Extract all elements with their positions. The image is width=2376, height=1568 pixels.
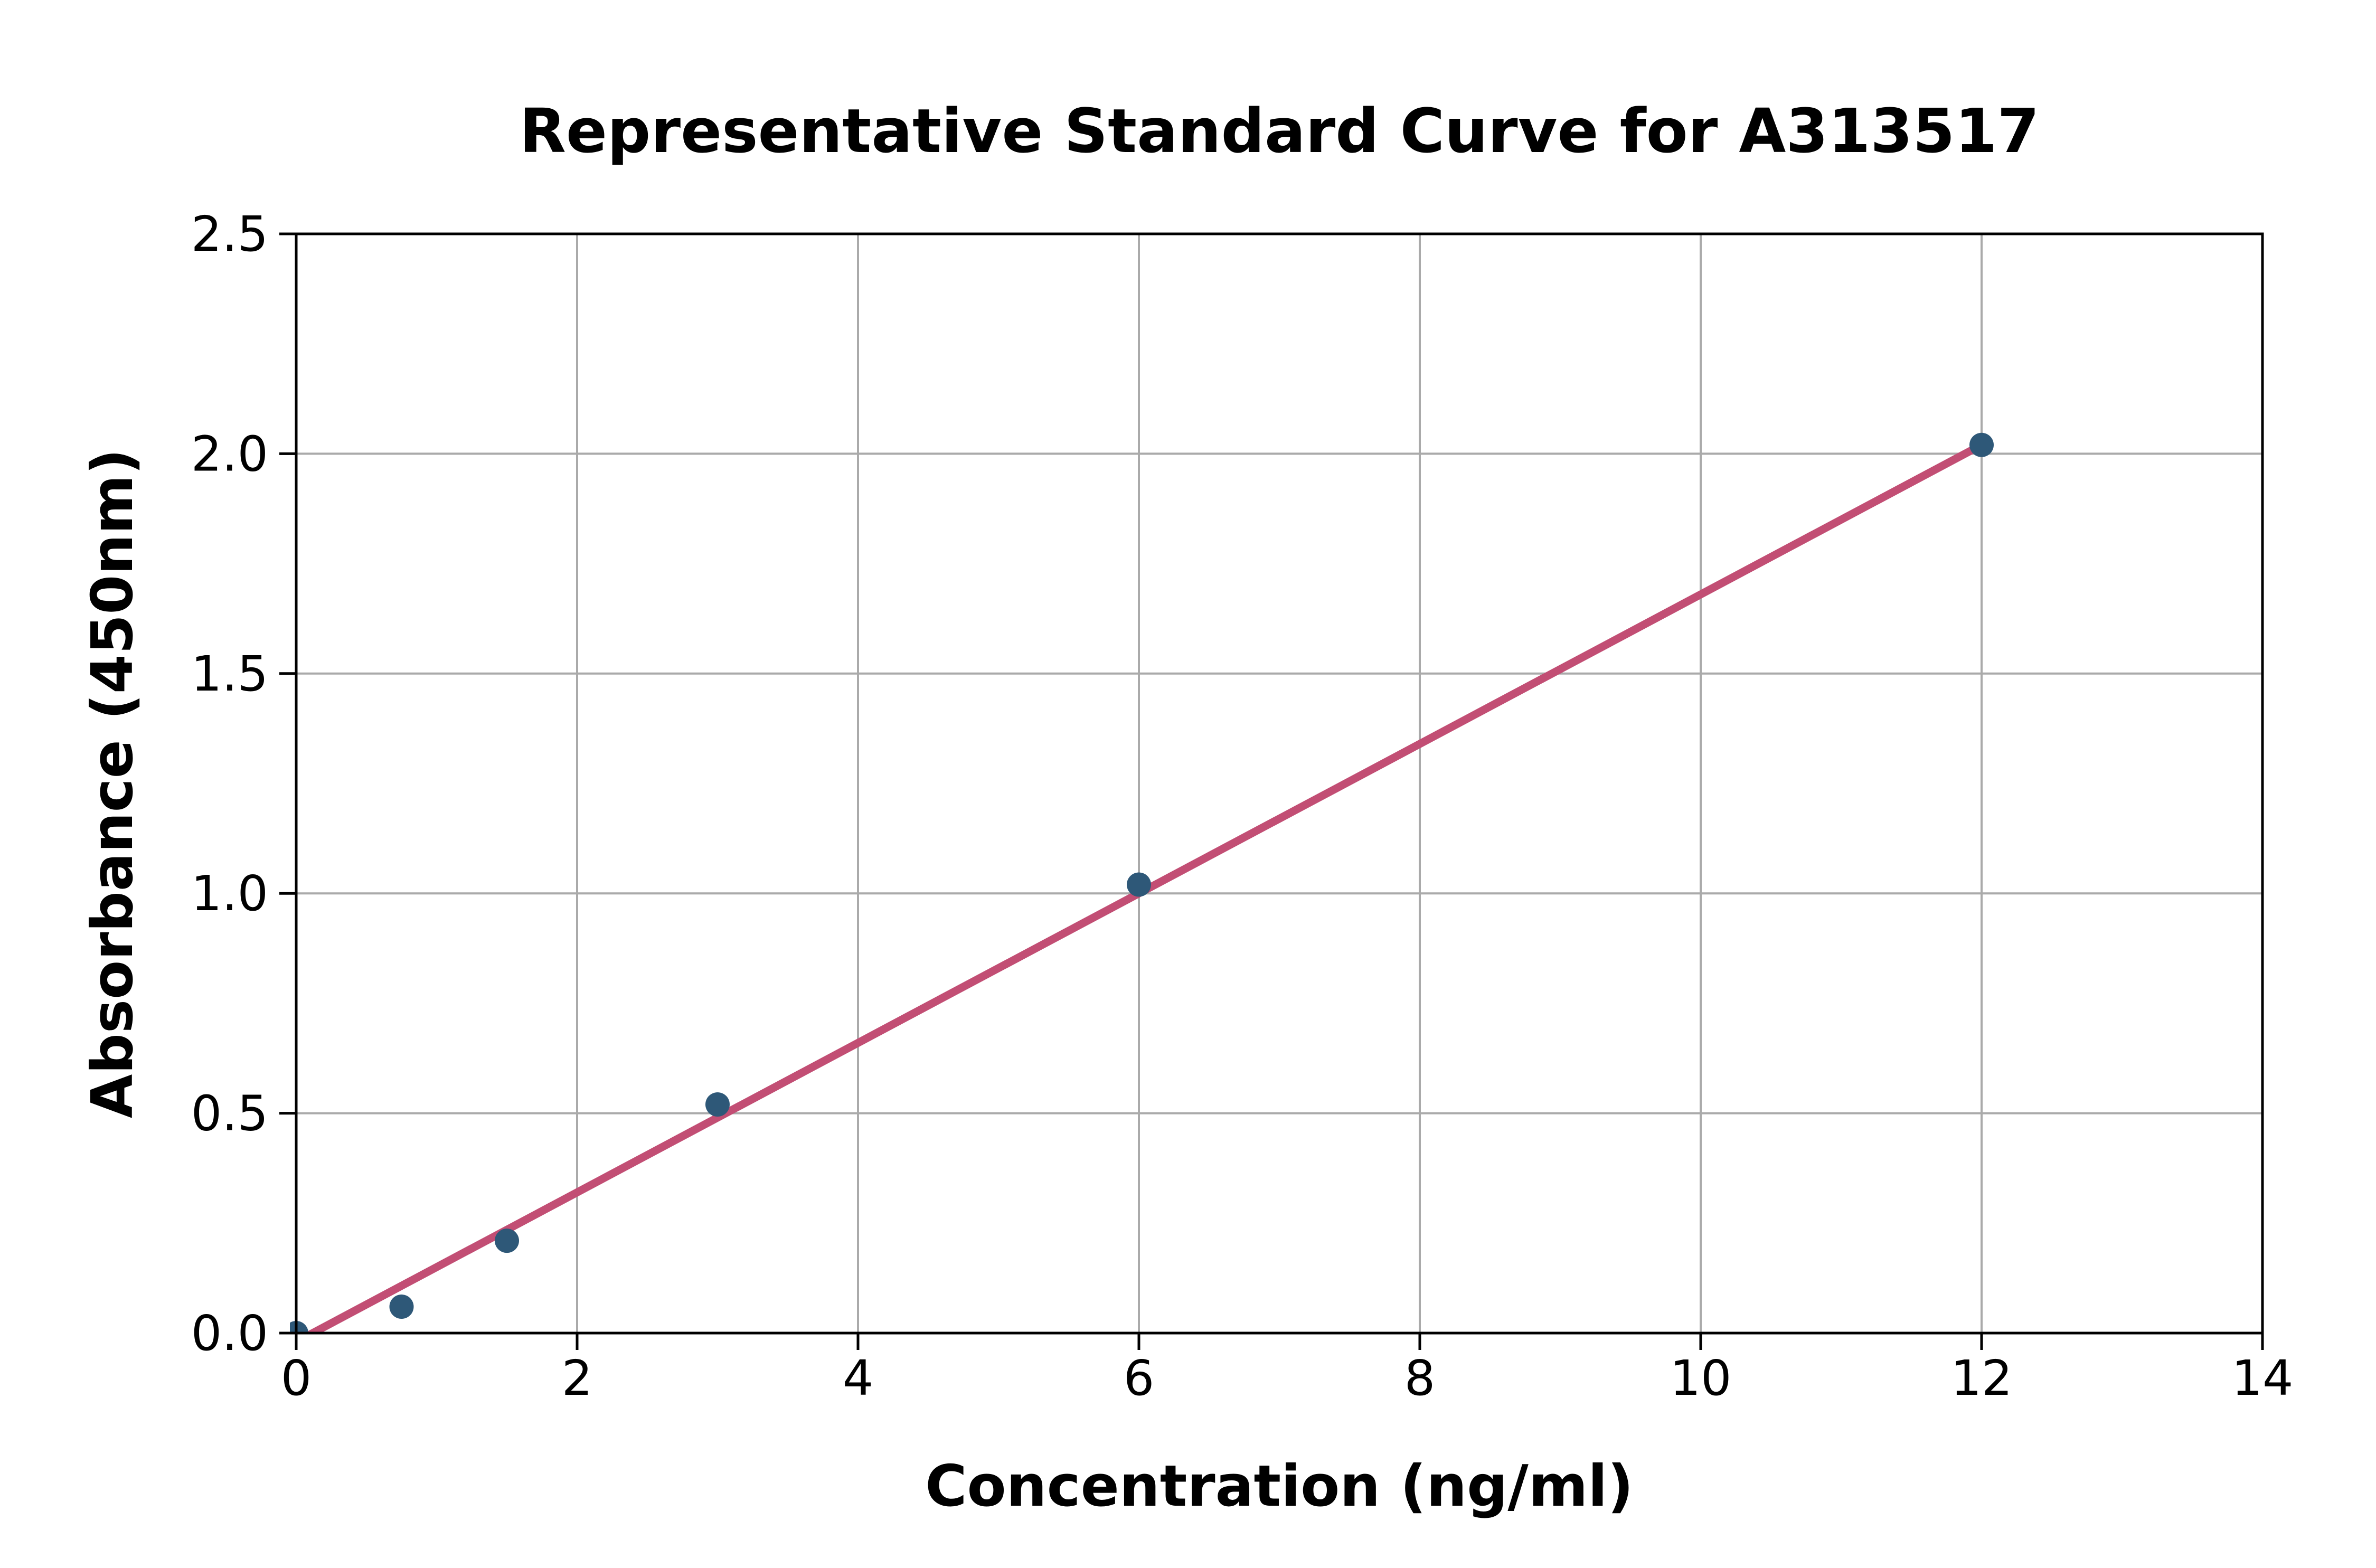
plot-frame (295, 232, 2264, 1335)
y-tick-label: 2.0 (191, 426, 268, 482)
x-tick-label: 10 (1670, 1350, 1731, 1406)
axis-ticks (279, 232, 2264, 1350)
y-tick-label: 2.5 (191, 206, 268, 262)
y-tick-label: 0.5 (191, 1085, 268, 1142)
x-tick-labels: 0 2 4 6 8 10 12 14 (281, 1350, 2294, 1406)
x-tick-label: 14 (2231, 1350, 2293, 1406)
data-point (290, 1321, 308, 1334)
gridlines (295, 233, 2264, 1334)
data-points (290, 432, 1994, 1334)
data-point (495, 1229, 519, 1253)
x-tick-label: 6 (1124, 1350, 1155, 1406)
data-point (389, 1295, 414, 1319)
x-tick-label: 8 (1404, 1350, 1436, 1406)
data-point (1969, 432, 1994, 457)
plot-series (290, 432, 1994, 1334)
x-tick-label: 4 (843, 1350, 874, 1406)
data-point (1127, 872, 1151, 897)
x-axis-label: Concentration (ng/ml) (925, 1453, 1634, 1519)
y-axis-label: Absorbance (450nm) (80, 449, 146, 1118)
x-tick-label: 12 (1950, 1350, 2012, 1406)
y-tick-label: 1.5 (191, 646, 268, 702)
x-tick-label: 2 (562, 1350, 593, 1406)
chart-title: Representative Standard Curve for A31351… (520, 96, 2040, 167)
y-tick-labels: 0.0 0.5 1.0 1.5 2.0 2.5 (191, 206, 268, 1362)
x-tick-label: 0 (281, 1350, 312, 1406)
data-point (705, 1092, 730, 1117)
y-tick-label: 0.0 (191, 1305, 268, 1362)
y-tick-label: 1.0 (191, 865, 268, 922)
